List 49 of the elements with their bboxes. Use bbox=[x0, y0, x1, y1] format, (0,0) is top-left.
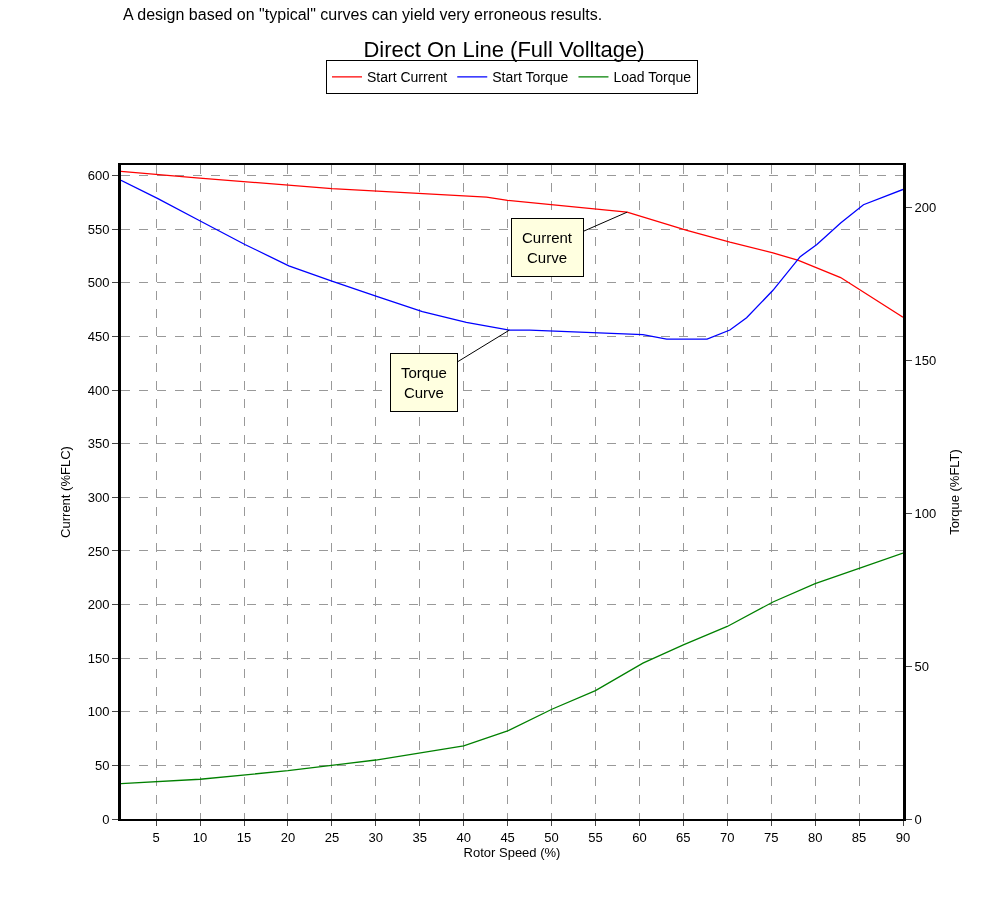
x-tick-label: 50 bbox=[544, 829, 559, 845]
x-tick-label: 65 bbox=[676, 829, 691, 845]
annotation: Current Curve bbox=[522, 229, 573, 266]
x-tick-label: 25 bbox=[324, 829, 340, 845]
y-tick-label: 300 bbox=[87, 489, 110, 505]
y-tick-label: 500 bbox=[87, 275, 110, 291]
y-axis-title: Current (%FLC) bbox=[57, 446, 73, 538]
x-tick-label: 55 bbox=[588, 829, 603, 845]
line-series bbox=[121, 170, 903, 318]
y-tick-label: 0 bbox=[102, 811, 110, 827]
x-tick-label: 35 bbox=[412, 829, 427, 845]
y-tick-label: 450 bbox=[87, 329, 110, 345]
y2-tick-label: 50 bbox=[914, 658, 930, 674]
y2-axis-title: Torque (%FLT) bbox=[946, 449, 962, 535]
chart-title: Direct On Line (Full Volltage) bbox=[363, 36, 645, 62]
y-tick-label: 250 bbox=[87, 543, 110, 559]
y-tick-label: 200 bbox=[87, 597, 110, 613]
y2-tick-label: 100 bbox=[914, 505, 937, 521]
x-tick-label: 45 bbox=[500, 829, 515, 845]
legend-label: Load Torque bbox=[613, 69, 692, 86]
y-tick-label: 350 bbox=[87, 436, 110, 452]
line-series bbox=[121, 552, 903, 785]
x-tick-label: 75 bbox=[763, 829, 779, 845]
x-tick-label: 5 bbox=[152, 829, 160, 845]
y2-tick-label: 0 bbox=[914, 811, 922, 827]
y-tick-label: 600 bbox=[87, 168, 110, 184]
legend-label: Start Torque bbox=[492, 69, 569, 86]
y-tick-label: 100 bbox=[87, 704, 110, 720]
x-tick-label: 90 bbox=[895, 829, 911, 845]
y-tick-label: 50 bbox=[94, 757, 110, 773]
y2-tick-label: 200 bbox=[914, 200, 937, 216]
x-tick-label: 60 bbox=[632, 829, 647, 845]
x-tick-label: 20 bbox=[280, 829, 296, 845]
y2-tick-label: 150 bbox=[914, 353, 937, 369]
y-tick-label: 550 bbox=[87, 221, 110, 237]
y-tick-label: 150 bbox=[87, 650, 110, 666]
x-tick-label: 70 bbox=[720, 829, 735, 845]
x-tick-label: 80 bbox=[807, 829, 823, 845]
x-tick-label: 15 bbox=[236, 829, 252, 845]
y-tick-label: 400 bbox=[87, 382, 110, 398]
x-axis-title: Rotor Speed (%) bbox=[463, 844, 561, 860]
x-tick-label: 30 bbox=[368, 829, 384, 845]
x-tick-label: 40 bbox=[456, 829, 471, 845]
x-tick-label: 85 bbox=[851, 829, 867, 845]
annotation: Torque Curve bbox=[401, 364, 447, 401]
legend-label: Start Current bbox=[367, 69, 448, 86]
text: A design based on "typical" curves can yield very erroneous results. bbox=[123, 6, 603, 23]
line-series bbox=[121, 179, 903, 340]
x-tick-label: 10 bbox=[192, 829, 208, 845]
